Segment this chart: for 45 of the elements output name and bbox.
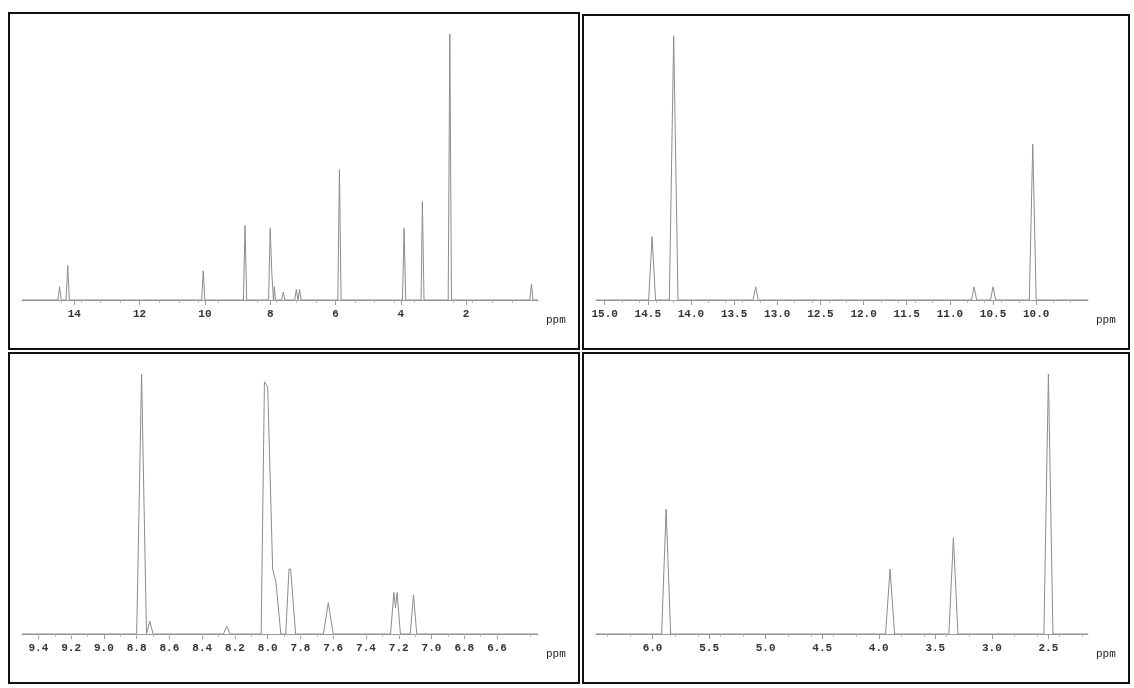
x-tick-label: 9.4 bbox=[28, 641, 49, 654]
x-tick-label: 10.5 bbox=[979, 307, 1007, 320]
x-tick-label: 2 bbox=[462, 307, 470, 320]
x-axis-title: ppm bbox=[1096, 647, 1117, 660]
x-tick-label: 8 bbox=[266, 307, 274, 320]
x-tick-label: 8.8 bbox=[126, 641, 147, 654]
x-tick-label: 3.0 bbox=[981, 641, 1002, 654]
x-tick-label: 7.8 bbox=[290, 641, 311, 654]
x-tick-label: 11.5 bbox=[893, 307, 921, 320]
x-tick-label: 12.5 bbox=[807, 307, 835, 320]
x-tick-label: 13.0 bbox=[764, 307, 791, 320]
x-tick-label: 4 bbox=[397, 307, 405, 320]
x-tick-label: 9.0 bbox=[94, 641, 114, 654]
x-tick-label: 7.4 bbox=[356, 641, 377, 654]
x-axis-title: ppm bbox=[546, 647, 567, 660]
x-tick-label: 12 bbox=[132, 307, 147, 320]
x-tick-label: 7.2 bbox=[388, 641, 409, 654]
x-tick-label: 15.0 bbox=[591, 307, 618, 320]
x-tick-label: 7.6 bbox=[323, 641, 344, 654]
x-tick-label: 2.5 bbox=[1038, 641, 1059, 654]
x-tick-label: 11.0 bbox=[936, 307, 964, 320]
x-tick-label: 9.2 bbox=[61, 641, 82, 654]
x-tick-label: 8.0 bbox=[257, 641, 278, 654]
x-tick-label: 14 bbox=[67, 307, 82, 320]
x-tick-label: 6.0 bbox=[642, 641, 663, 654]
x-tick-label: 12.0 bbox=[850, 307, 877, 320]
x-tick-label: 3.5 bbox=[925, 641, 946, 654]
x-tick-label: 6.8 bbox=[454, 641, 475, 654]
x-tick-label: 6 bbox=[332, 307, 339, 320]
x-axis-title: ppm bbox=[1096, 313, 1117, 326]
x-tick-label: 5.5 bbox=[699, 641, 720, 654]
x-tick-label: 13.5 bbox=[720, 307, 748, 320]
x-tick-label: 10.0 bbox=[1023, 307, 1050, 320]
x-tick-label: 14.5 bbox=[634, 307, 662, 320]
x-tick-label: 6.6 bbox=[487, 641, 507, 654]
x-tick-label: 4.5 bbox=[812, 641, 833, 654]
x-tick-label: 5.0 bbox=[755, 641, 776, 654]
x-tick-label: 8.4 bbox=[192, 641, 213, 654]
x-axis-title: ppm bbox=[546, 313, 567, 326]
x-tick-label: 10 bbox=[198, 307, 212, 320]
x-tick-label: 14.0 bbox=[677, 307, 705, 320]
x-tick-label: 8.2 bbox=[225, 641, 245, 654]
x-tick-label: 8.6 bbox=[159, 641, 180, 654]
x-tick-label: 4.0 bbox=[868, 641, 889, 654]
x-tick-label: 7.0 bbox=[421, 641, 442, 654]
